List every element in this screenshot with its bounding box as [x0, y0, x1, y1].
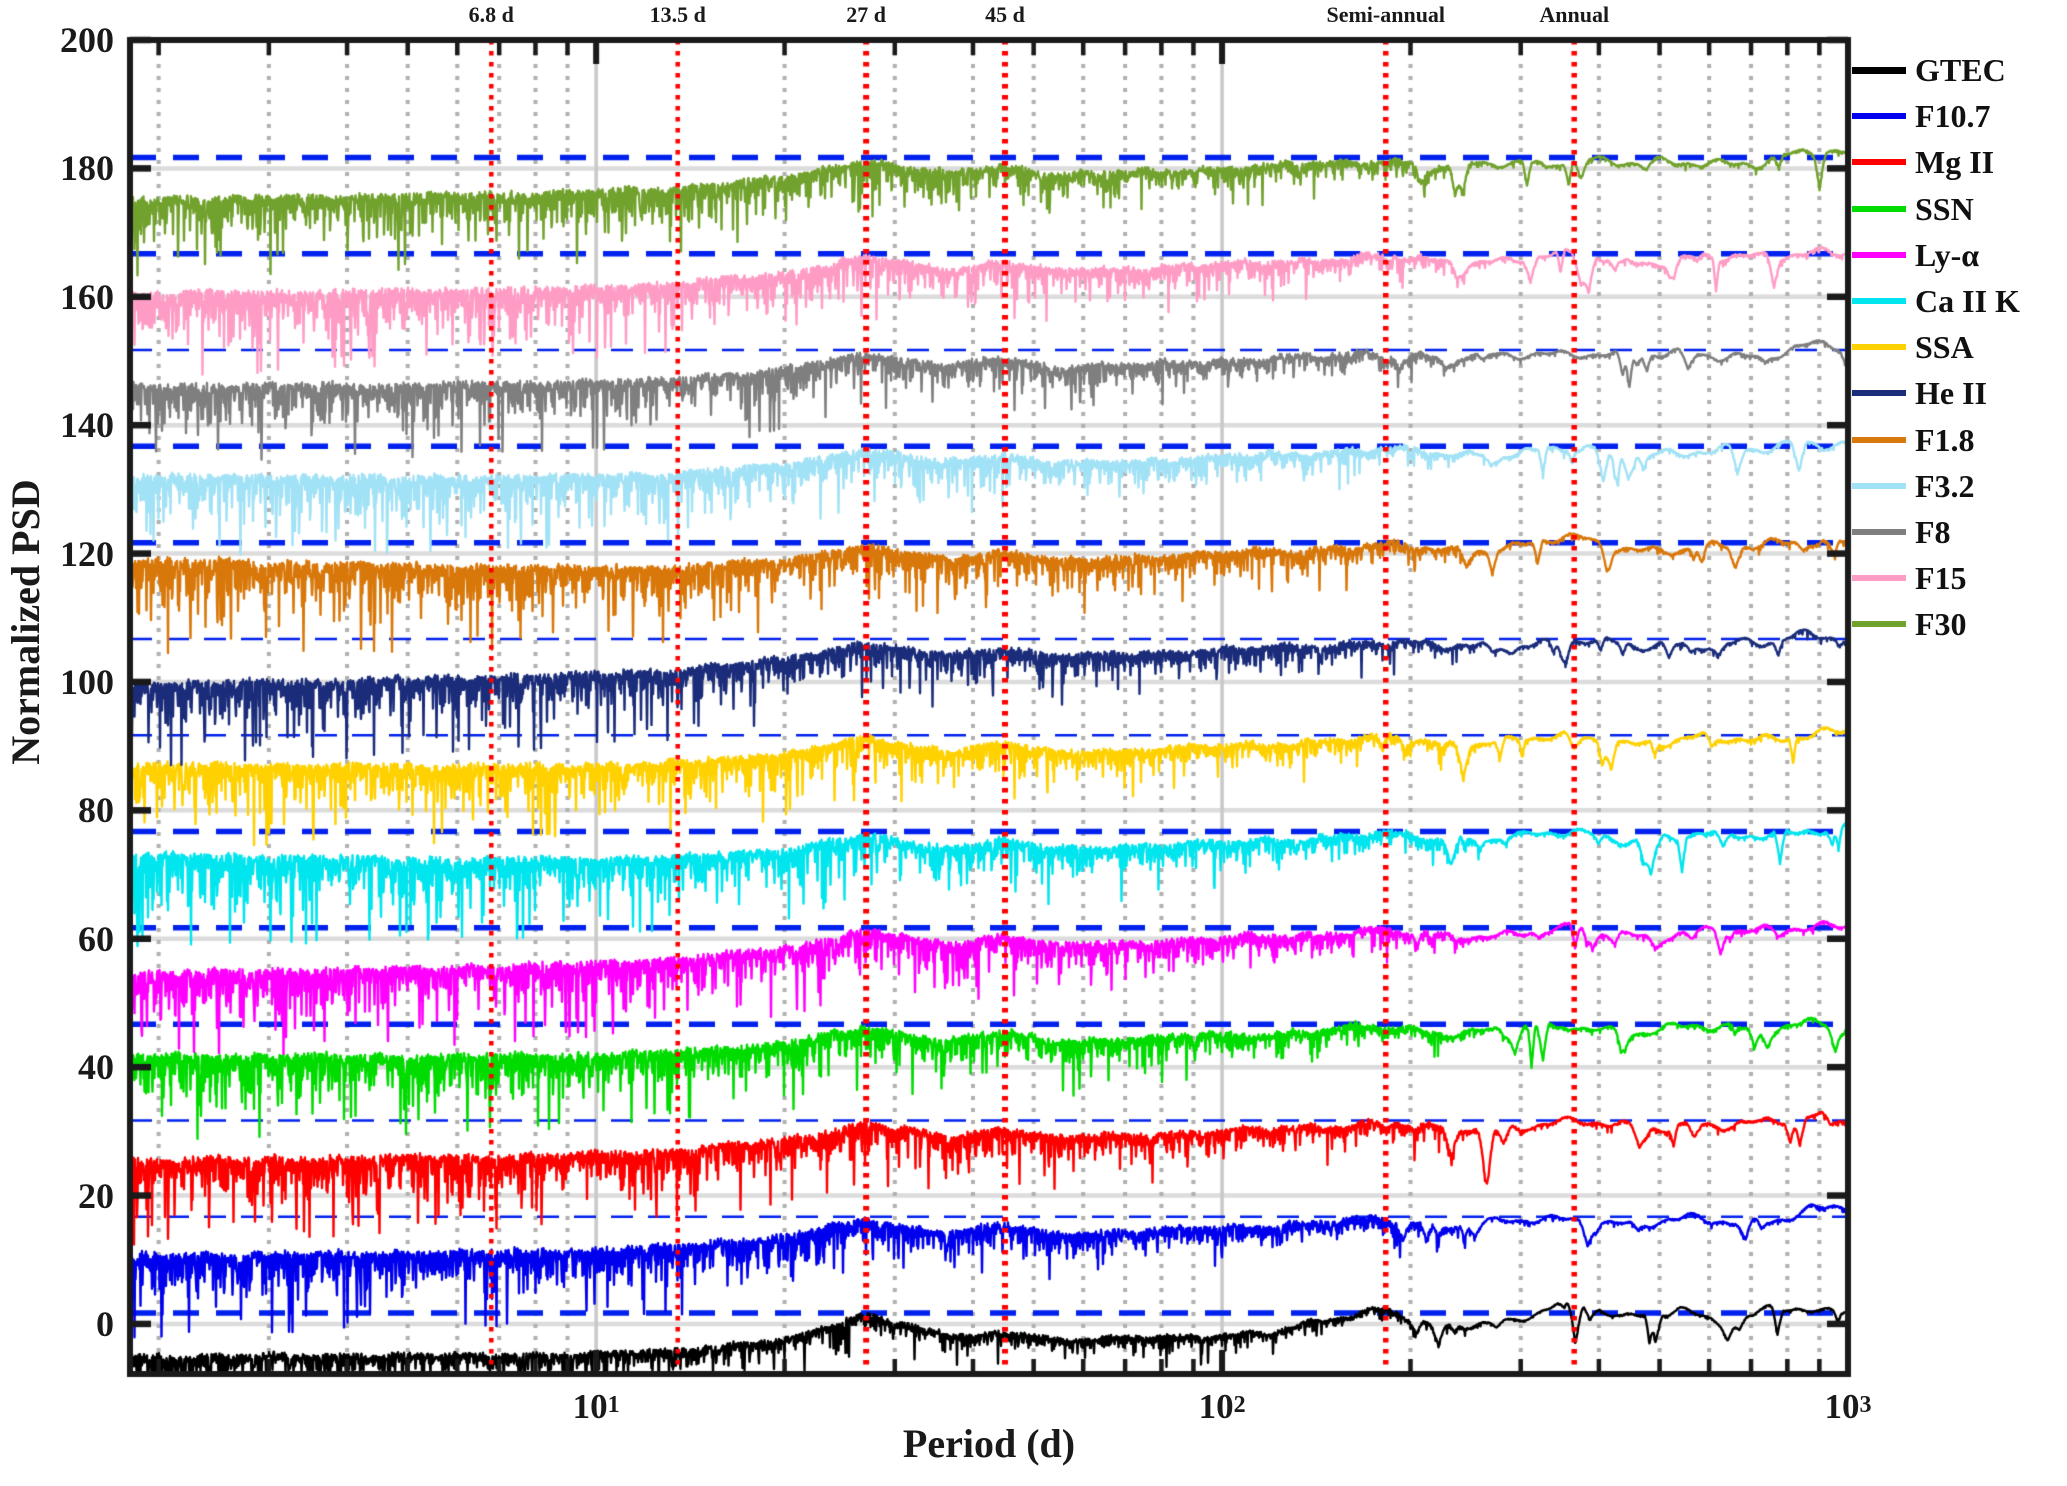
- y-tick-label: 60: [78, 918, 114, 959]
- x-axis-title: Period (d): [902, 1421, 1076, 1466]
- legend-label-ly-alpha: Ly-α: [1915, 236, 1980, 273]
- legend-item-f1-8: F1.8: [1852, 417, 1975, 463]
- y-tick-label: 0: [96, 1303, 114, 1344]
- y-tick-label: 120: [60, 533, 114, 574]
- legend-item-ssa: SSA: [1852, 324, 1974, 370]
- legend-item-f8: F8: [1852, 509, 1951, 555]
- legend-label-f10-7: F10.7: [1915, 98, 1991, 135]
- legend-label-mg-ii: Mg II: [1915, 144, 1995, 181]
- legend-item-ca-ii-k: Ca II K: [1852, 278, 2020, 324]
- y-tick-label: 160: [60, 276, 114, 317]
- legend-label-f8: F8: [1915, 514, 1951, 550]
- legend-line-f10-7: [1852, 113, 1906, 120]
- y-tick-label: 180: [60, 148, 114, 189]
- y-tick-label: 20: [78, 1175, 114, 1216]
- period-marker-label: 45 d: [985, 2, 1025, 27]
- y-tick-label: 140: [60, 405, 114, 446]
- legend-line-f15: [1852, 575, 1906, 582]
- legend-label-f1-8: F1.8: [1915, 421, 1975, 458]
- legend-item-f10-7: F10.7: [1852, 93, 1991, 139]
- legend-item-f15: F15: [1852, 555, 1967, 601]
- x-tick-label: 102: [1198, 1387, 1246, 1426]
- legend-label-f3-2: F3.2: [1915, 467, 1975, 504]
- legend-line-f3-2: [1852, 482, 1906, 489]
- period-marker-label: Annual: [1539, 2, 1610, 27]
- legend-label-he-ii: He II: [1915, 375, 1987, 412]
- legend-item-mg-ii: Mg II: [1852, 139, 1994, 185]
- legend-line-ca-ii-k: [1852, 298, 1906, 304]
- legend-label-f30: F30: [1915, 606, 1967, 643]
- y-tick-label: 100: [60, 661, 114, 702]
- legend-label-ssn: SSN: [1915, 190, 1974, 227]
- legend-item-he-ii: He II: [1852, 370, 1987, 416]
- y-axis-title: Normalized PSD: [3, 479, 48, 765]
- legend-line-he-ii: [1852, 390, 1906, 397]
- legend-label-ca-ii-k: Ca II K: [1915, 283, 2020, 319]
- x-tick-label: 101: [572, 1387, 620, 1426]
- legend-item-f3-2: F3.2: [1852, 463, 1975, 509]
- legend-line-f8: [1852, 529, 1906, 535]
- legend-item-ly-alpha: Ly-α: [1852, 232, 1979, 278]
- period-marker-label: 27 d: [846, 2, 887, 27]
- legend-line-ly-alpha: [1852, 251, 1906, 258]
- legend-line-f1-8: [1852, 436, 1906, 443]
- y-tick-label: 40: [78, 1047, 114, 1088]
- legend-label-gtec: GTEC: [1915, 52, 2006, 88]
- period-marker-label: Semi-annual: [1326, 2, 1446, 27]
- legend-item-gtec: GTEC: [1852, 47, 2006, 93]
- y-tick-label: 200: [60, 20, 114, 60]
- period-marker-label: 13.5 d: [649, 2, 706, 27]
- legend-label-f15: F15: [1915, 560, 1967, 597]
- y-tick-label: 80: [78, 790, 114, 831]
- period-marker-label: 6.8 d: [468, 2, 514, 27]
- x-tick-label: 103: [1824, 1387, 1872, 1426]
- legend-item-ssn: SSN: [1852, 186, 1974, 232]
- legend-label-ssa: SSA: [1915, 329, 1974, 366]
- legend-line-mg-ii: [1852, 159, 1906, 166]
- legend-item-f30: F30: [1852, 601, 1967, 647]
- legend-line-ssn: [1852, 205, 1906, 212]
- legend-line-ssa: [1852, 344, 1906, 351]
- legend-line-gtec: [1852, 66, 1906, 74]
- legend-line-f30: [1852, 621, 1906, 628]
